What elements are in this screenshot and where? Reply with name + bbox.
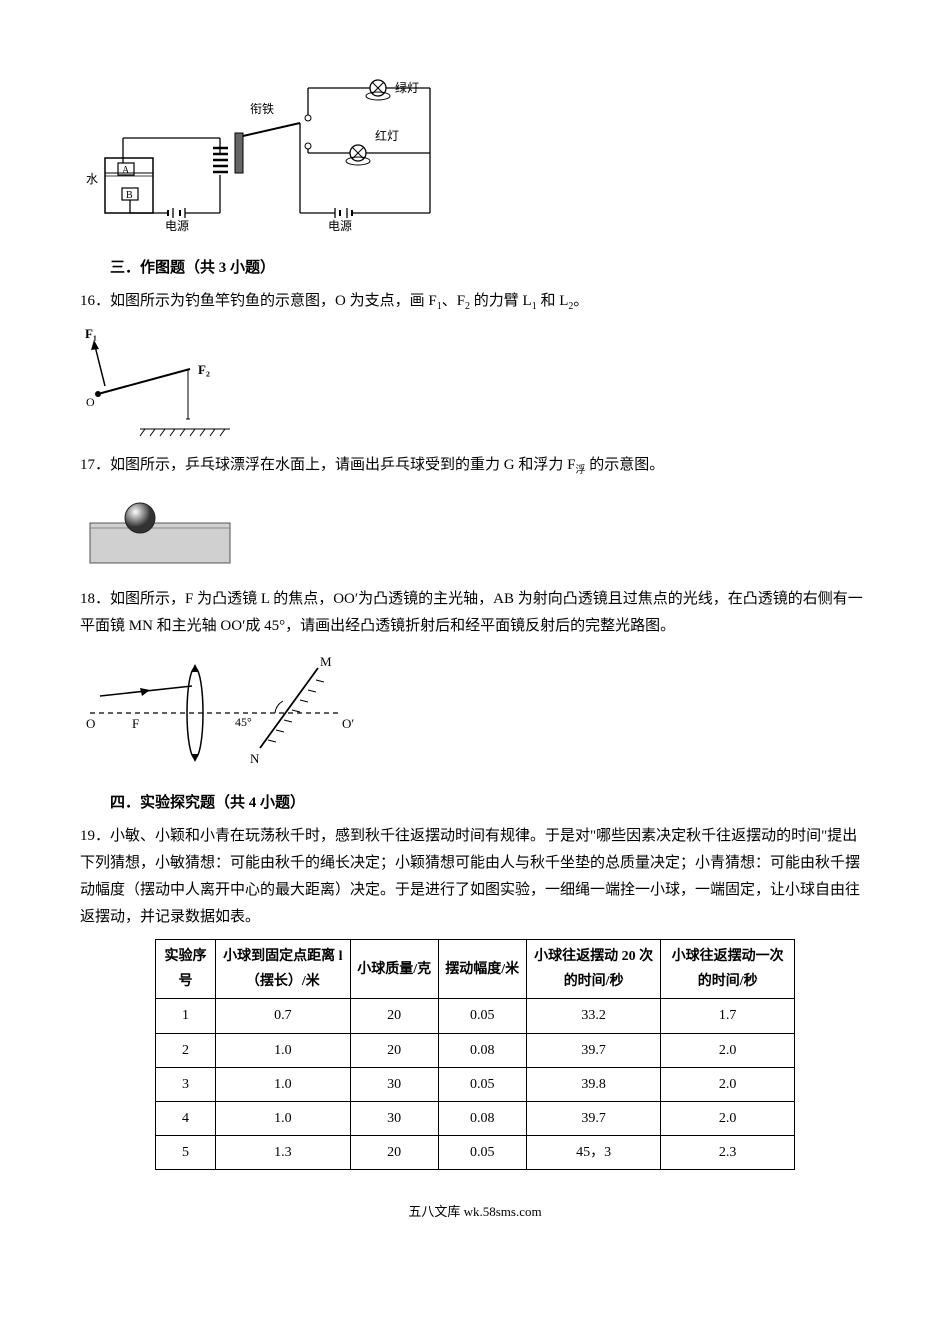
o-left-label: O <box>86 716 95 731</box>
table-cell: 39.8 <box>526 1067 660 1101</box>
source1-label: 电源 <box>165 219 189 233</box>
q16-text: 16．如图所示为钓鱼竿钓鱼的示意图，O 为支点，画 F1、F2 的力臂 L1 和… <box>80 288 870 316</box>
table-cell: 20 <box>350 999 438 1033</box>
th-5: 小球往返摆动一次的时间/秒 <box>661 940 795 999</box>
table-cell: 0.08 <box>438 1033 526 1067</box>
q18-text: 18．如图所示，F 为凸透镜 L 的焦点，OO′为凸透镜的主光轴，AB 为射向凸… <box>80 586 870 640</box>
table-cell: 0.08 <box>438 1101 526 1135</box>
q16-c: 和 L <box>537 293 569 309</box>
water-label: 水 <box>86 172 98 186</box>
section3-title: 三．作图题（共 3 小题） <box>80 255 870 282</box>
f-label: F <box>132 716 139 731</box>
th-4: 小球往返摆动 20 次的时间/秒 <box>526 940 660 999</box>
table-cell: 1 <box>156 999 216 1033</box>
q17-sub: 浮 <box>575 465 585 476</box>
q16-a: 16．如图所示为钓鱼竿钓鱼的示意图，O 为支点，画 F <box>80 293 437 309</box>
q17-text: 17．如图所示，乒乓球漂浮在水面上，请画出乒乓球受到的重力 G 和浮力 F浮 的… <box>80 452 870 480</box>
table-cell: 0.05 <box>438 999 526 1033</box>
q17-a: 17．如图所示，乒乓球漂浮在水面上，请画出乒乓球受到的重力 G 和浮力 F <box>80 457 575 473</box>
table-cell: 2 <box>156 1033 216 1067</box>
table-cell: 1.0 <box>215 1101 350 1135</box>
f1-label: F₁ <box>85 326 97 341</box>
q16-figure: F₁ O F₂ <box>80 324 870 444</box>
table-cell: 2.0 <box>661 1101 795 1135</box>
table-cell: 2.3 <box>661 1136 795 1170</box>
red-light-label: 红灯 <box>375 128 399 143</box>
q17-figure <box>80 488 870 578</box>
n-label: N <box>250 751 260 766</box>
table-cell: 0.05 <box>438 1136 526 1170</box>
table-cell: 1.0 <box>215 1033 350 1067</box>
iron-label: 衔铁 <box>250 102 274 116</box>
table-cell: 1.7 <box>661 999 795 1033</box>
th-0: 实验序号 <box>156 940 216 999</box>
table-cell: 2.0 <box>661 1067 795 1101</box>
table-cell: 2.0 <box>661 1033 795 1067</box>
table-row: 21.0200.0839.72.0 <box>156 1033 795 1067</box>
q19-tbody: 10.7200.0533.21.721.0200.0839.72.031.030… <box>156 999 795 1170</box>
table-cell: 20 <box>350 1033 438 1067</box>
q18-figure: O O′ F M N 45° <box>80 648 870 778</box>
table-cell: 33.2 <box>526 999 660 1033</box>
th-3: 摆动幅度/米 <box>438 940 526 999</box>
th-1: 小球到固定点距离 l（摆长）/米 <box>215 940 350 999</box>
table-cell: 45，3 <box>526 1136 660 1170</box>
q16-mid: 、F <box>442 293 465 309</box>
m-label: M <box>320 654 332 669</box>
o-label: O <box>86 395 95 409</box>
q16-b: 的力臂 L <box>470 293 532 309</box>
footer-text: 五八文库 wk.58sms.com <box>80 1200 870 1223</box>
table-cell: 3 <box>156 1067 216 1101</box>
table-cell: 0.05 <box>438 1067 526 1101</box>
table-cell: 4 <box>156 1101 216 1135</box>
q19-table: 实验序号 小球到固定点距离 l（摆长）/米 小球质量/克 摆动幅度/米 小球往返… <box>155 939 795 1170</box>
circuit-figure: A B 水 电源 衔铁 绿灯 <box>80 68 870 243</box>
circuit-svg: A B 水 电源 衔铁 绿灯 <box>80 68 460 243</box>
th-2: 小球质量/克 <box>350 940 438 999</box>
table-cell: 39.7 <box>526 1101 660 1135</box>
table-row: 10.7200.0533.21.7 <box>156 999 795 1033</box>
table-cell: 1.3 <box>215 1136 350 1170</box>
table-cell: 1.0 <box>215 1067 350 1101</box>
table-cell: 0.7 <box>215 999 350 1033</box>
table-cell: 20 <box>350 1136 438 1170</box>
section4-title: 四．实验探究题（共 4 小题） <box>80 790 870 817</box>
f2-label: F₂ <box>198 362 210 377</box>
table-cell: 30 <box>350 1067 438 1101</box>
q16-d: 。 <box>573 293 588 309</box>
table-cell: 39.7 <box>526 1033 660 1067</box>
table-row: 31.0300.0539.82.0 <box>156 1067 795 1101</box>
table-row: 41.0300.0839.72.0 <box>156 1101 795 1135</box>
a-label: A <box>122 165 130 176</box>
table-cell: 5 <box>156 1136 216 1170</box>
q17-b: 的示意图。 <box>585 457 664 473</box>
source2-label: 电源 <box>328 219 352 233</box>
o-right-label: O′ <box>342 716 354 731</box>
table-cell: 30 <box>350 1101 438 1135</box>
table-row: 51.3200.0545，32.3 <box>156 1136 795 1170</box>
angle-label: 45° <box>235 715 252 729</box>
b-label: B <box>126 190 133 201</box>
q19-text: 19．小敏、小颖和小青在玩荡秋千时，感到秋千往返摆动时间有规律。于是对"哪些因素… <box>80 823 870 931</box>
